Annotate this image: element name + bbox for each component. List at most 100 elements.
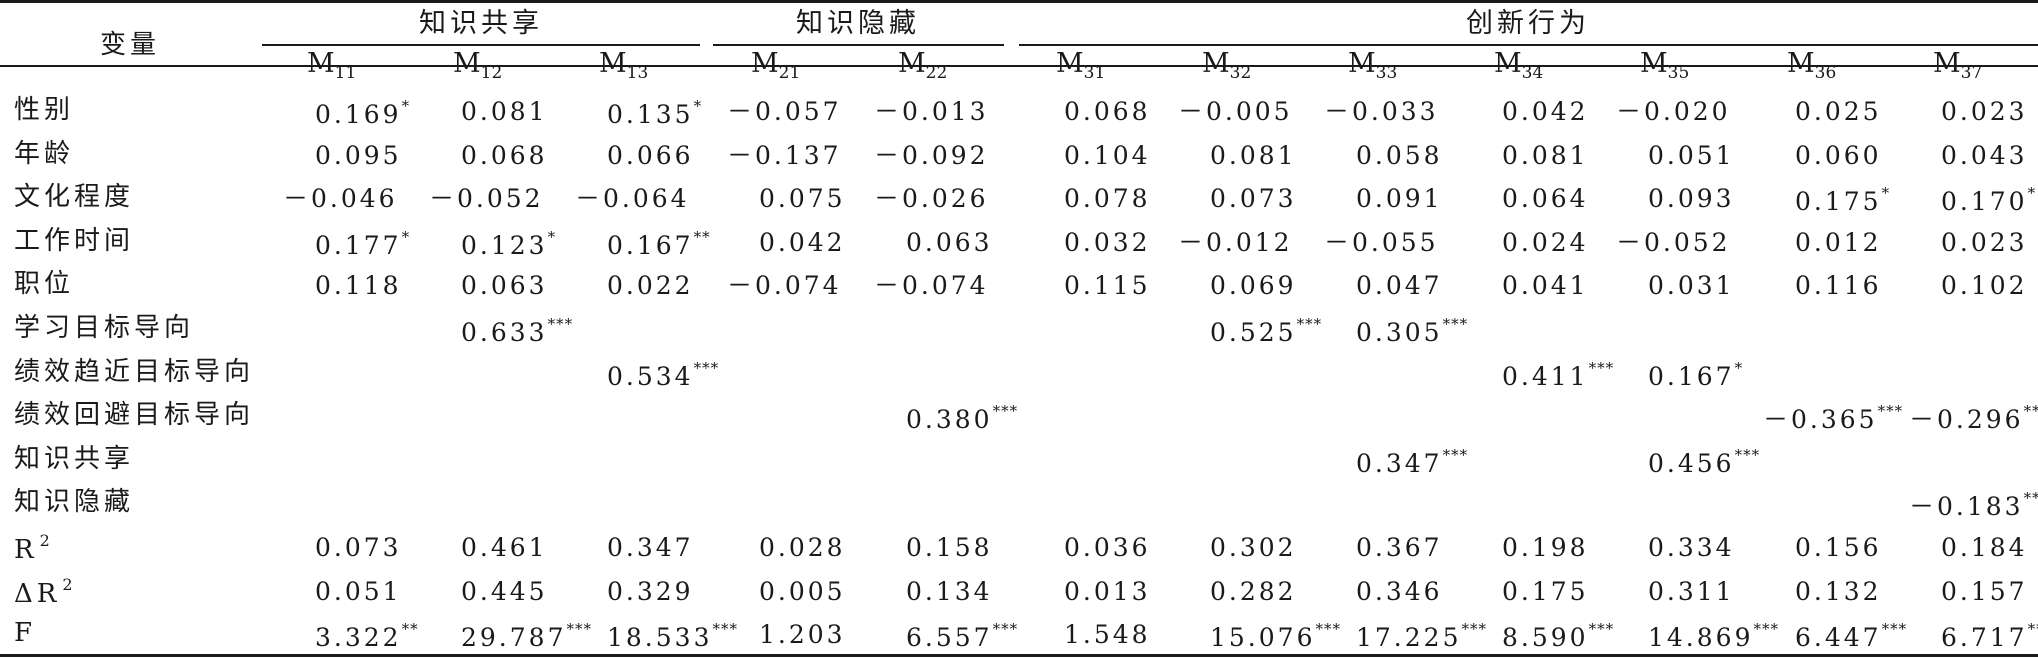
table-cell: 0.175 <box>1502 576 1589 606</box>
row-label: 性别 <box>14 95 75 125</box>
table-cell: －0.033 <box>1324 97 1439 126</box>
table-cell: 0.118 <box>315 271 402 301</box>
table-cell: 0.043 <box>1941 140 2028 170</box>
table-cell: 0.028 <box>759 533 846 562</box>
significance-mark: * <box>401 227 411 246</box>
table-cell: 0.167* <box>1648 358 1744 391</box>
model-subscript: 32 <box>1229 63 1252 83</box>
significance-mark: *** <box>1734 445 1761 464</box>
model-header: M21 <box>751 48 801 83</box>
table-cell: 0.023 <box>1941 227 2028 257</box>
table-cell: 0.347*** <box>1356 445 1469 478</box>
row-label-superscript: 2 <box>62 574 77 594</box>
table-cell: 0.012 <box>1795 227 1882 257</box>
significance-mark: *** <box>1442 445 1469 464</box>
table-cell: 0.073 <box>1210 184 1297 214</box>
significance-mark: ** <box>401 620 419 639</box>
table-cell: －0.137 <box>727 140 842 170</box>
model-header: M12 <box>453 48 503 83</box>
significance-mark: *** <box>992 620 1019 639</box>
significance-mark: *** <box>992 402 1019 421</box>
model-header: M13 <box>599 48 649 83</box>
significance-mark: *** <box>566 620 592 639</box>
table-cell: 3.322** <box>315 620 419 653</box>
significance-mark: *** <box>2027 620 2038 639</box>
table-cell: －0.005 <box>1178 97 1293 126</box>
table-cell: 14.869*** <box>1648 620 1779 653</box>
group-header: 知识共享 <box>419 8 543 39</box>
model-header: M36 <box>1787 48 1837 83</box>
model-header: M33 <box>1348 48 1398 83</box>
table-cell: －0.183** <box>1909 491 2038 520</box>
top-rule <box>0 0 2038 3</box>
table-cell: －0.046 <box>283 184 398 214</box>
table-cell: 0.024 <box>1502 227 1589 257</box>
significance-mark: *** <box>1588 358 1615 377</box>
significance-mark: *** <box>693 358 720 377</box>
table-cell: 0.347 <box>607 533 694 562</box>
significance-mark: * <box>1734 358 1744 377</box>
table-cell: 0.116 <box>1795 271 1882 301</box>
table-cell: －0.013 <box>874 97 989 126</box>
model-subscript: 11 <box>334 63 357 83</box>
group-underline <box>1019 44 2038 46</box>
table-cell: 0.068 <box>1064 97 1151 126</box>
table-cell: 0.132 <box>1795 576 1882 606</box>
table-cell: －0.020 <box>1616 97 1731 126</box>
table-cell: 0.158 <box>906 533 993 562</box>
table-cell: 0.445 <box>461 576 548 606</box>
group-header: 知识隐藏 <box>796 8 920 39</box>
table-cell: 1.548 <box>1064 620 1151 650</box>
table-cell: 0.093 <box>1648 184 1735 214</box>
table-cell: 0.075 <box>759 184 846 214</box>
table-cell: 0.115 <box>1064 271 1151 301</box>
table-cell: 0.036 <box>1064 533 1151 562</box>
table-cell: －0.052 <box>429 184 544 214</box>
table-cell: 0.066 <box>607 140 694 170</box>
row-label: 知识共享 <box>14 443 135 474</box>
table-cell: 0.013 <box>1064 576 1151 606</box>
table-cell: 0.091 <box>1356 184 1443 214</box>
table-cell: 0.156 <box>1795 533 1882 562</box>
table-cell: －0.074 <box>727 271 842 301</box>
table-cell: 0.380*** <box>906 402 1019 435</box>
significance-mark: *** <box>547 315 574 333</box>
table-cell: 0.134 <box>906 576 993 606</box>
table-cell: －0.074 <box>874 271 989 301</box>
significance-mark: *** <box>712 620 738 639</box>
group-header: 创新行为 <box>1466 8 1590 39</box>
table-cell: 18.533*** <box>607 620 738 653</box>
significance-mark: *** <box>1442 315 1469 333</box>
model-subscript: 37 <box>1960 63 1983 83</box>
table-cell: 0.367 <box>1356 533 1443 562</box>
table-cell: 0.411*** <box>1502 358 1615 391</box>
table-cell: 0.311 <box>1648 576 1735 606</box>
group-underline <box>713 44 1004 46</box>
table-cell: 0.170* <box>1941 184 2037 217</box>
significance-mark: *** <box>1753 620 1779 639</box>
table-cell: 0.329 <box>607 576 694 606</box>
table-cell: 0.334 <box>1648 533 1735 562</box>
table-cell: －0.296*** <box>1909 402 2038 433</box>
bottom-rule <box>0 654 2038 657</box>
model-header: M37 <box>1933 48 1983 83</box>
model-subscript: 22 <box>925 63 948 83</box>
table-cell: 0.073 <box>315 533 402 562</box>
table-cell: 1.203 <box>759 620 846 650</box>
significance-mark: * <box>693 97 703 115</box>
table-cell: 15.076*** <box>1210 620 1341 653</box>
table-cell: －0.055 <box>1324 227 1439 257</box>
table-cell: 0.081 <box>1502 140 1589 170</box>
table-cell: 0.047 <box>1356 271 1443 301</box>
table-cell: 0.023 <box>1941 97 2028 126</box>
table-cell: 0.042 <box>759 227 846 257</box>
significance-mark: *** <box>2023 402 2038 421</box>
row-label-superscript: 2 <box>39 531 54 550</box>
table-cell: 0.060 <box>1795 140 1882 170</box>
model-subscript: 36 <box>1814 63 1837 83</box>
table-cell: 0.104 <box>1064 140 1151 170</box>
table-cell: 0.123* <box>461 227 557 260</box>
table-cell: 0.282 <box>1210 576 1297 606</box>
